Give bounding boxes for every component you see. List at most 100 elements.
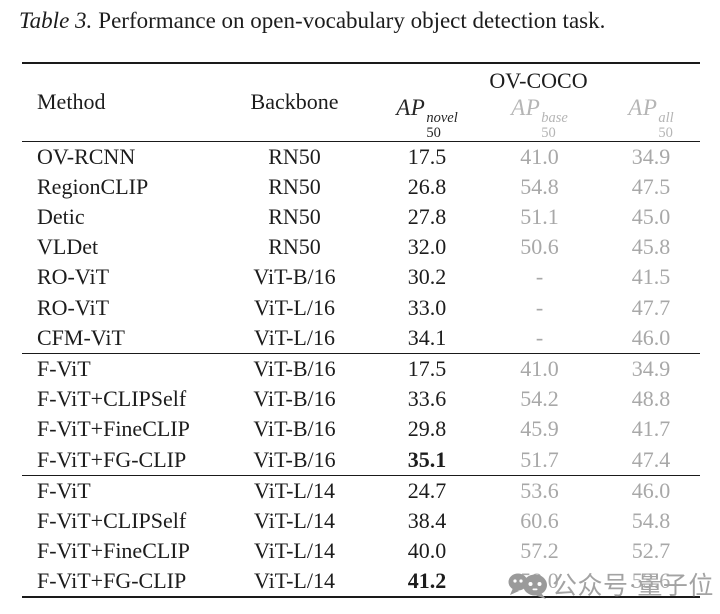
cell-ap-novel: 24.7 [377,474,477,506]
ap-subscript: 50 [426,124,441,141]
cell-backbone: RN50 [268,204,321,230]
cell-ap-base: 54.8 [520,173,559,199]
table-row: Detic RN50 27.8 51.1 45.0 [22,202,700,232]
cell-ap-novel: 32.0 [407,234,447,260]
cell-ap-novel: 38.4 [407,507,447,533]
cell-ap-all: 41.5 [631,264,671,290]
cell-method: CFM-ViT [37,324,125,350]
ap-scripts: all 50 [658,111,673,141]
cell-ap-novel: 26.8 [407,173,447,199]
cell-ap-all: 46.0 [602,474,701,506]
table-row: F-ViT+FG-CLIP ViT-B/16 35.1 51.7 47.4 [22,444,700,475]
cell-ap-base: 41.0 [477,352,602,385]
col-group-header-ov-coco: OV-COCO [489,68,588,93]
ap-header-row: AP novel 50 AP base 50 AP all 50 [22,95,700,141]
table-row: F-ViT+FineCLIP ViT-B/16 29.8 45.9 41.7 [22,414,700,444]
cell-ap-all: 45.8 [631,234,671,260]
cell-ap-all: 53.6 [631,568,671,594]
table-row: RO-ViT ViT-L/16 33.0 - 47.7 [22,293,700,323]
cell-backbone: ViT-L/16 [254,294,335,320]
cell-ap-base: 45.9 [520,416,559,442]
cell-ap-novel: 33.0 [407,294,447,320]
watermark: 公众号·量子位 [506,567,714,601]
table-row: RegionCLIP RN50 26.8 54.8 47.5 [22,172,700,202]
cell-ap-all: 48.8 [631,386,671,412]
results-table: Method Backbone OV-COCO AP novel 50 AP base… [22,62,701,599]
ap-scripts: novel 50 [426,111,457,141]
chat-bubbles-icon [508,573,547,599]
cell-ap-novel: 27.8 [407,204,447,230]
cell-backbone: ViT-B/16 [253,446,336,472]
table-caption-label: Table 3. [19,8,93,33]
cell-ap-all: 46.0 [631,324,671,350]
cell-backbone: ViT-B/16 [253,416,336,442]
cell-method: RO-ViT [37,264,110,290]
cell-ap-all: 41.7 [631,416,671,442]
cell-ap-base: 41.0 [520,143,559,169]
col-header-ap-base: AP base 50 [477,95,602,141]
cell-method: F-ViT+FineCLIP [37,538,190,564]
table-row: F-ViT ViT-B/16 17.5 41.0 34.9 [22,352,701,385]
cell-ap-all: 34.9 [602,352,701,385]
cell-backbone: ViT-B/16 [253,386,336,412]
cell-ap-all: 45.0 [631,204,671,230]
cell-ap-base: 51.7 [520,446,559,472]
group-header-row: Method Backbone OV-COCO [22,63,700,114]
cell-ap-base: 50.6 [520,234,559,260]
cell-backbone: RN50 [268,234,321,260]
ap-symbol: AP [628,95,658,120]
cell-ap-all: 52.7 [631,538,671,564]
cell-backbone: ViT-L/14 [254,568,335,594]
cell-backbone: ViT-B/16 [212,352,377,385]
cell-ap-base: 51.1 [520,204,559,230]
cell-backbone: ViT-L/16 [254,324,335,350]
results-table-header: Method Backbone OV-COCO AP novel 50 AP base… [22,63,701,142]
ap-subscript: 50 [541,124,556,141]
cell-backbone: ViT-L/14 [212,474,377,506]
table-caption-text: Performance on open-vocabulary object de… [98,8,606,33]
table-caption: Table 3. Performance on open-vocabulary o… [19,7,709,36]
cell-ap-base: - [535,294,544,320]
cell-ap-novel: 17.5 [407,143,447,169]
results-table-body: OV-RCNN RN50 17.5 41.0 34.9 RegionCLIP RN50 26.… [22,141,701,597]
cell-backbone: ViT-B/16 [253,264,336,290]
col-header-method: Method [37,89,106,115]
cell-ap-novel: 35.1 [407,446,447,472]
cell-backbone: RN50 [268,143,321,169]
cell-method: F-ViT+FG-CLIP [37,446,187,472]
cell-ap-novel: 34.1 [407,324,447,350]
cell-ap-all: 47.5 [631,173,671,199]
ap-symbol: AP [396,95,426,120]
cell-ap-all: 54.8 [631,507,671,533]
cell-method: F-ViT+FG-CLIP [37,568,187,594]
table-row: CFM-ViT ViT-L/16 34.1 - 46.0 [22,323,700,354]
cell-ap-all: 34.9 [631,143,671,169]
ap-symbol: AP [511,95,541,120]
cell-ap-base: - [535,264,544,290]
cell-method: Detic [37,204,85,230]
cell-ap-base: 60.6 [520,507,559,533]
col-header-backbone: Backbone [250,89,339,115]
cell-ap-novel: 41.2 [407,568,447,594]
ap-superscript: novel [426,110,458,126]
cell-backbone: RN50 [268,173,321,199]
table-row: OV-RCNN RN50 17.5 41.0 34.9 [22,141,700,172]
cell-method: RegionCLIP [37,173,149,199]
cell-method: RO-ViT [37,294,110,320]
table-row: F-ViT+CLIPSelf ViT-L/14 38.4 60.6 54.8 [22,506,700,536]
cell-ap-novel: 17.5 [377,352,477,385]
table-row: F-ViT ViT-L/14 24.7 53.6 46.0 [22,474,701,506]
cell-ap-novel: 29.8 [407,416,447,442]
col-header-ap-novel: AP novel 50 [377,95,477,141]
cell-ap-base: - [535,324,544,350]
cell-ap-novel: 33.6 [407,386,447,412]
cell-ap-all: 47.4 [631,446,671,472]
cell-ap-base: 57.2 [520,538,559,564]
cell-method: F-ViT+CLIPSelf [37,386,187,412]
cell-method: F-ViT+CLIPSelf [37,507,187,533]
cell-method: VLDet [37,234,99,260]
table-row: RO-ViT ViT-B/16 30.2 - 41.5 [22,262,700,292]
cell-backbone: ViT-L/14 [254,507,335,533]
cell-method: F-ViT [22,474,212,506]
cell-ap-all: 47.7 [631,294,671,320]
